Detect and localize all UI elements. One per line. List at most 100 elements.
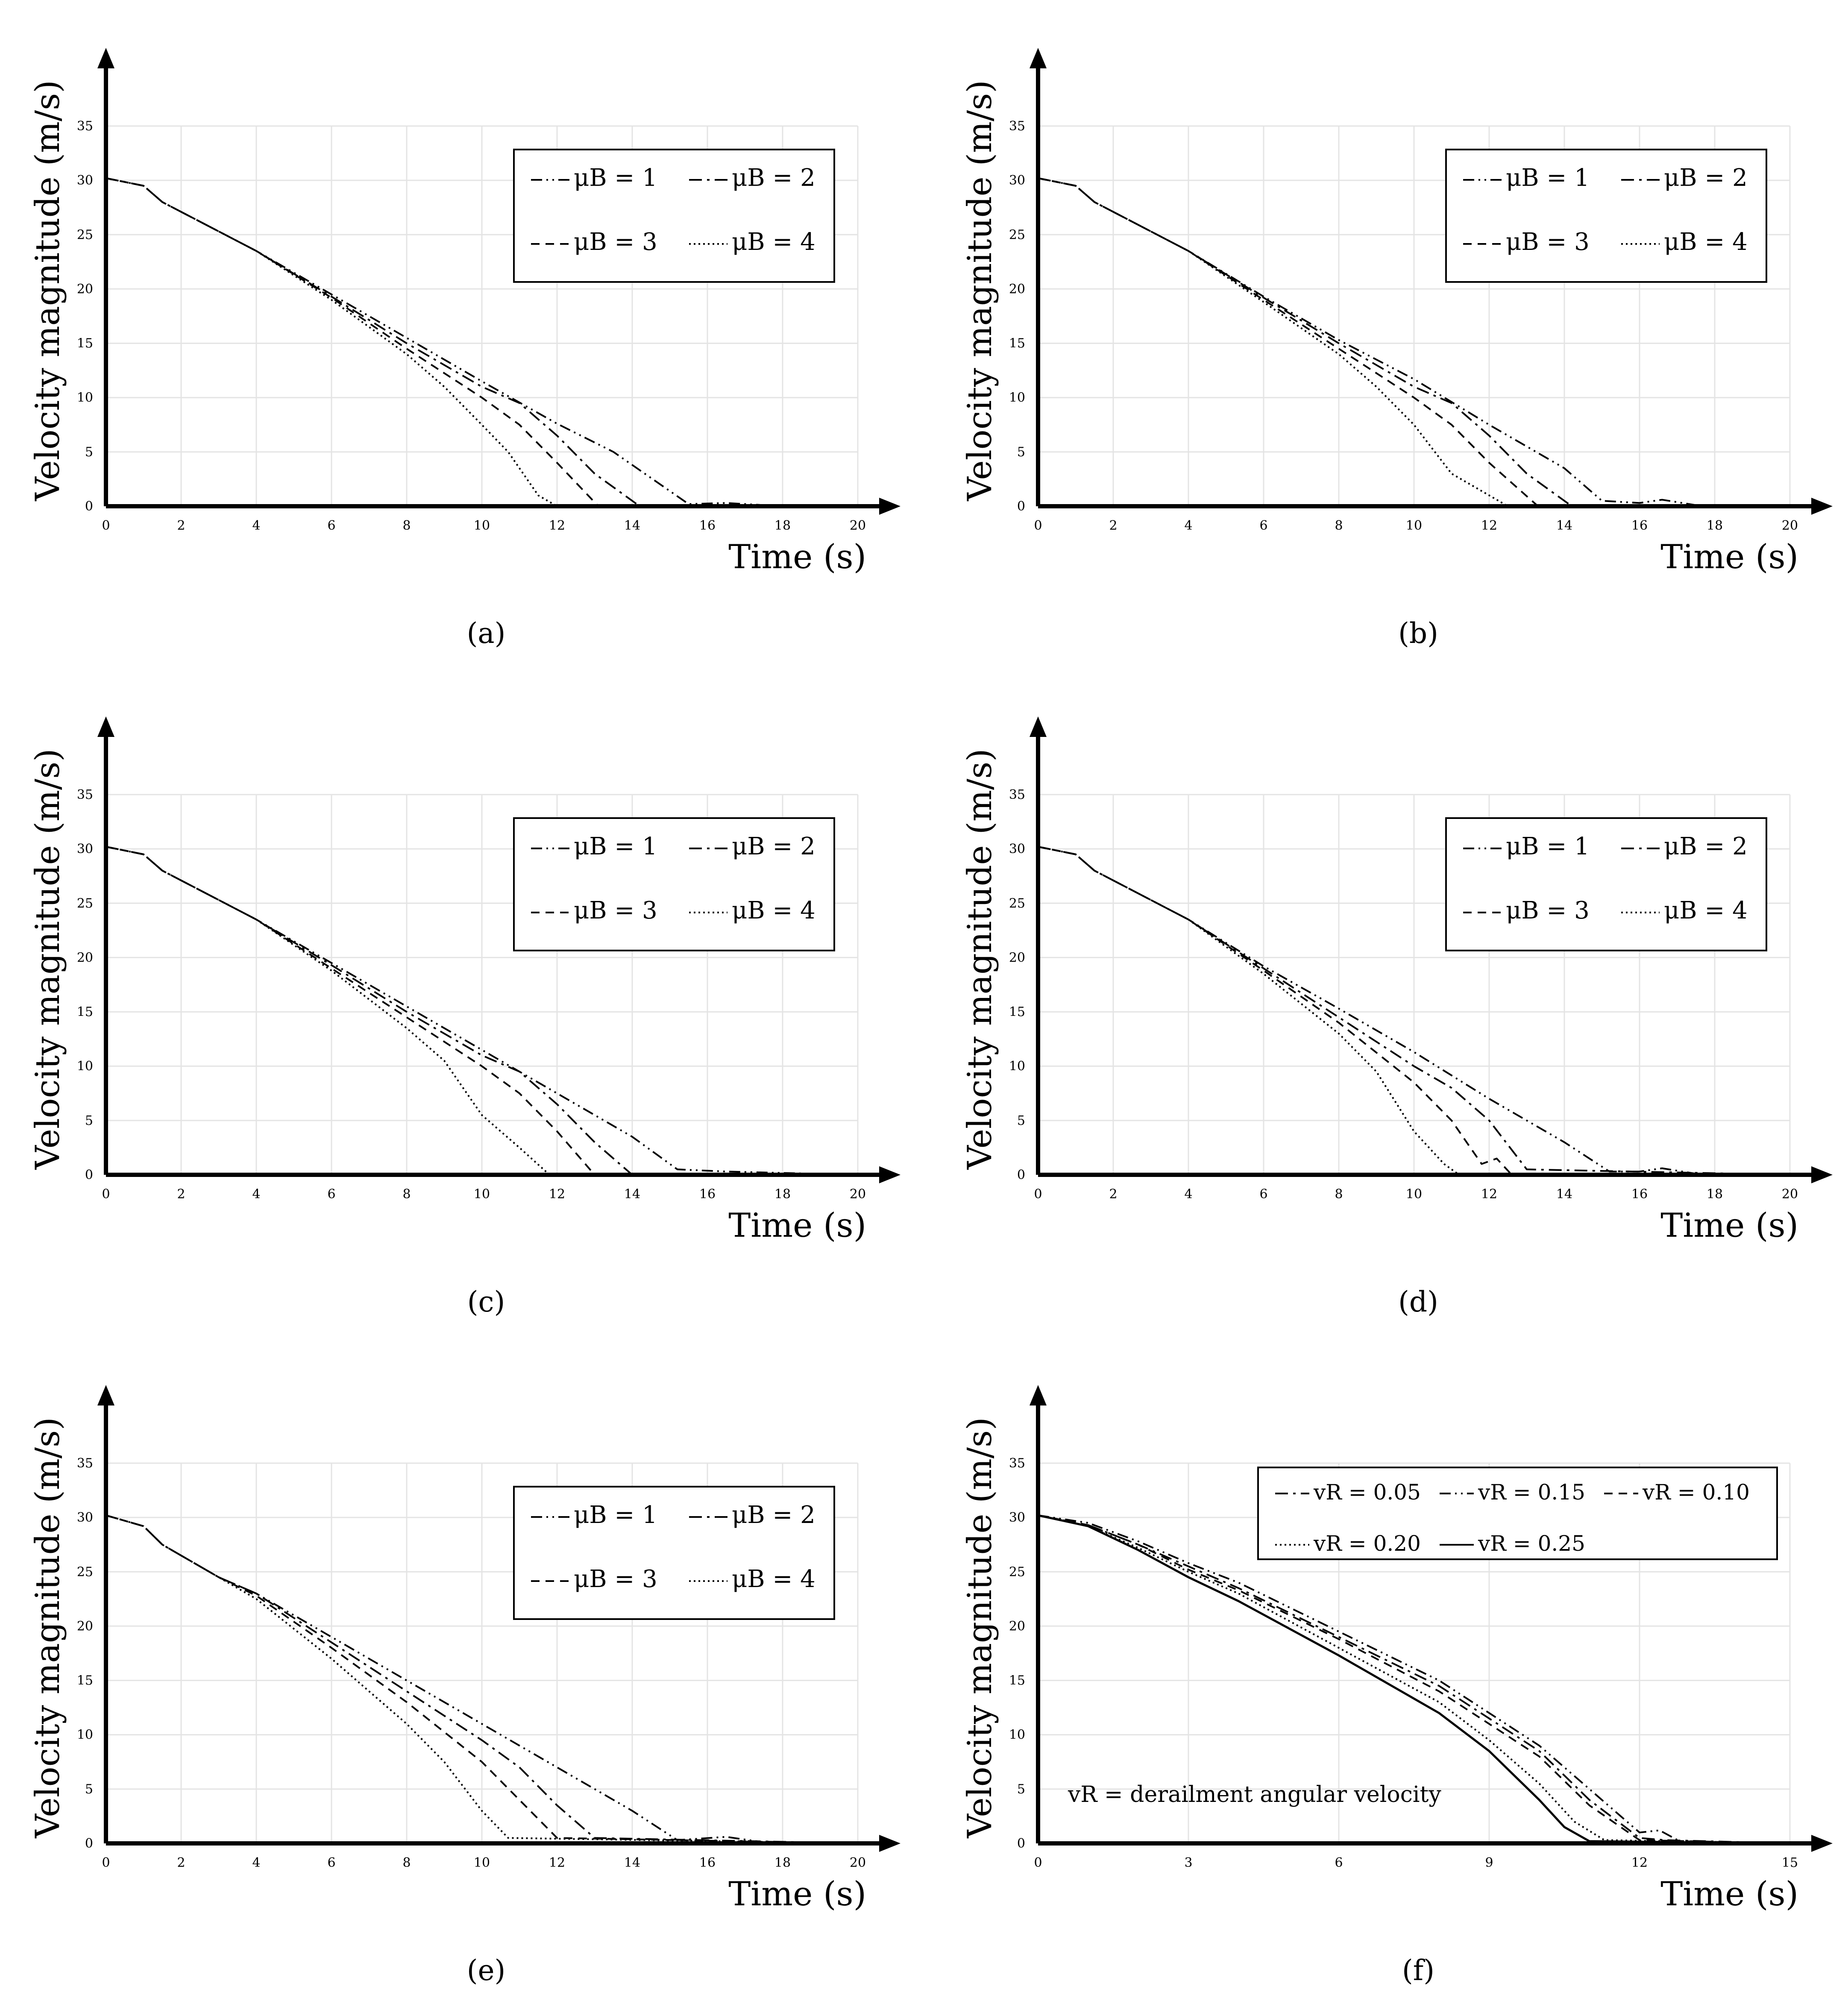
legend-entry: μB = 2 bbox=[1664, 833, 1748, 860]
panel-label: (b) bbox=[1398, 617, 1438, 650]
y-tick-label: 25 bbox=[77, 1564, 93, 1579]
panel-label: (c) bbox=[467, 1285, 505, 1318]
y-axis-title: Velocity magnitude (m/s) bbox=[961, 80, 999, 501]
series-line-4 bbox=[1038, 177, 1790, 507]
legend-entry: μB = 4 bbox=[1664, 897, 1748, 924]
y-tick-label: 35 bbox=[77, 787, 93, 802]
legend-entry: μB = 4 bbox=[732, 897, 815, 924]
legend-entry: μB = 4 bbox=[732, 1565, 815, 1593]
series-line-4 bbox=[106, 1514, 858, 1844]
x-axis-arrow-icon bbox=[879, 1835, 901, 1852]
legend-entry: vR = 0.10 bbox=[1642, 1480, 1750, 1505]
legend-entry: μB = 3 bbox=[574, 1565, 657, 1593]
y-tick-label: 10 bbox=[77, 390, 93, 405]
x-axis-arrow-icon bbox=[1811, 1166, 1833, 1183]
legend-box bbox=[513, 1486, 835, 1620]
x-tick-label: 20 bbox=[850, 518, 866, 533]
legend-box bbox=[513, 149, 835, 283]
x-tick-label: 8 bbox=[402, 1855, 411, 1870]
x-tick-label: 4 bbox=[252, 1855, 260, 1870]
x-tick-label: 12 bbox=[549, 1855, 565, 1870]
y-axis-title: Velocity magnitude (m/s) bbox=[961, 748, 999, 1170]
y-axis-title: Velocity magnitude (m/s) bbox=[29, 748, 67, 1170]
panel-label: (f) bbox=[1402, 1954, 1434, 1987]
series-line-4 bbox=[1038, 1514, 1790, 1844]
x-tick-label: 8 bbox=[1335, 518, 1343, 533]
legend-entry: μB = 3 bbox=[574, 228, 657, 256]
chart-panel-b: 0 5 10 15 20 25 30 35 0 2 4 6 8 10 12 14 16 18 20 Velocity … bbox=[961, 48, 1833, 650]
y-tick-label: 5 bbox=[1017, 1782, 1025, 1797]
series-line-3 bbox=[106, 846, 858, 1176]
legend-entry: μB = 4 bbox=[732, 228, 815, 256]
x-tick-label: 20 bbox=[1782, 518, 1798, 533]
x-tick-label: 6 bbox=[327, 1187, 335, 1202]
y-tick-label: 25 bbox=[1009, 227, 1025, 242]
y-tick-label: 30 bbox=[77, 1510, 93, 1525]
series-line-1 bbox=[1038, 846, 1790, 1176]
x-tick-label: 6 bbox=[327, 1855, 335, 1870]
x-tick-label: 2 bbox=[177, 1187, 185, 1202]
legend-entry: vR = 0.20 bbox=[1313, 1531, 1421, 1556]
y-tick-label: 10 bbox=[1009, 390, 1025, 405]
legend: vR = 0.05 vR = 0.15 vR = 0.10 vR = 0.20 vR =… bbox=[1257, 1467, 1778, 1560]
y-tick-label: 25 bbox=[77, 227, 93, 242]
x-tick-label: 16 bbox=[699, 1855, 716, 1870]
series-line-3 bbox=[106, 1514, 858, 1844]
x-tick-label: 16 bbox=[699, 518, 716, 533]
chart-panel-d: 0 5 10 15 20 25 30 35 0 2 4 6 8 10 12 14 16 18 20 Velocity … bbox=[961, 716, 1833, 1318]
y-tick-label: 5 bbox=[1017, 445, 1025, 460]
y-tick-label: 10 bbox=[1009, 1059, 1025, 1074]
y-tick-label: 5 bbox=[85, 1782, 93, 1797]
x-tick-label: 12 bbox=[1481, 1187, 1497, 1202]
chart-panel-f: 0 5 10 15 20 25 30 35 0 3 6 9 12 15 Velocity magnitude… bbox=[961, 1385, 1833, 1987]
y-axis-arrow-icon bbox=[97, 48, 114, 68]
series-line-3 bbox=[1038, 846, 1790, 1176]
x-tick-label: 0 bbox=[102, 1855, 110, 1870]
y-axis-arrow-icon bbox=[97, 716, 114, 737]
x-tick-label: 18 bbox=[1707, 518, 1723, 533]
legend-entry: μB = 2 bbox=[1664, 164, 1748, 192]
x-tick-label: 14 bbox=[624, 1855, 640, 1870]
y-tick-label: 15 bbox=[1009, 1005, 1025, 1020]
y-tick-label: 35 bbox=[77, 119, 93, 134]
y-tick-label: 0 bbox=[85, 1836, 93, 1851]
legend-entry: μB = 2 bbox=[732, 1501, 815, 1529]
x-axis-arrow-icon bbox=[879, 498, 901, 515]
y-tick-label: 15 bbox=[77, 336, 93, 351]
y-tick-label: 35 bbox=[1009, 119, 1025, 134]
chart-panel-a: 0 5 10 15 20 25 30 35 0 2 4 6 8 10 12 14 16 18 20 Velocity … bbox=[29, 48, 901, 650]
y-tick-label: 15 bbox=[77, 1005, 93, 1020]
x-tick-label: 10 bbox=[1406, 518, 1422, 533]
y-axis-arrow-icon bbox=[1030, 1385, 1047, 1405]
x-tick-label: 10 bbox=[1406, 1187, 1422, 1202]
legend: μB = 1 μB = 2 μB = 3 μB = 4 bbox=[513, 817, 835, 951]
series-line-4 bbox=[1038, 846, 1790, 1176]
series-line-5 bbox=[1038, 1514, 1790, 1845]
legend-box bbox=[1445, 149, 1767, 283]
legend-entry: vR = 0.05 bbox=[1313, 1480, 1421, 1505]
x-tick-label: 20 bbox=[850, 1187, 866, 1202]
x-tick-label: 10 bbox=[474, 1855, 490, 1870]
y-tick-label: 5 bbox=[85, 1113, 93, 1128]
x-tick-label: 6 bbox=[327, 518, 335, 533]
x-tick-label: 6 bbox=[1259, 518, 1267, 533]
y-tick-label: 10 bbox=[77, 1059, 93, 1074]
y-tick-label: 25 bbox=[77, 896, 93, 911]
series-line-3 bbox=[106, 177, 858, 507]
x-tick-label: 2 bbox=[177, 518, 185, 533]
y-tick-label: 30 bbox=[1009, 173, 1025, 188]
x-tick-label: 4 bbox=[252, 1187, 260, 1202]
x-tick-label: 14 bbox=[624, 518, 640, 533]
x-tick-label: 8 bbox=[402, 518, 411, 533]
series-line-2 bbox=[1038, 846, 1790, 1176]
legend-entry: μB = 4 bbox=[1664, 228, 1748, 256]
y-tick-label: 5 bbox=[85, 445, 93, 460]
x-tick-label: 2 bbox=[177, 1855, 185, 1870]
y-axis-title: Velocity magnitude (m/s) bbox=[29, 1417, 67, 1838]
legend-entry: μB = 3 bbox=[1506, 897, 1590, 924]
x-axis-arrow-icon bbox=[1811, 498, 1833, 515]
x-tick-label: 2 bbox=[1109, 1187, 1117, 1202]
x-tick-label: 8 bbox=[1335, 1187, 1343, 1202]
legend: μB = 1 μB = 2 μB = 3 μB = 4 bbox=[513, 1486, 835, 1620]
legend-box bbox=[513, 817, 835, 951]
